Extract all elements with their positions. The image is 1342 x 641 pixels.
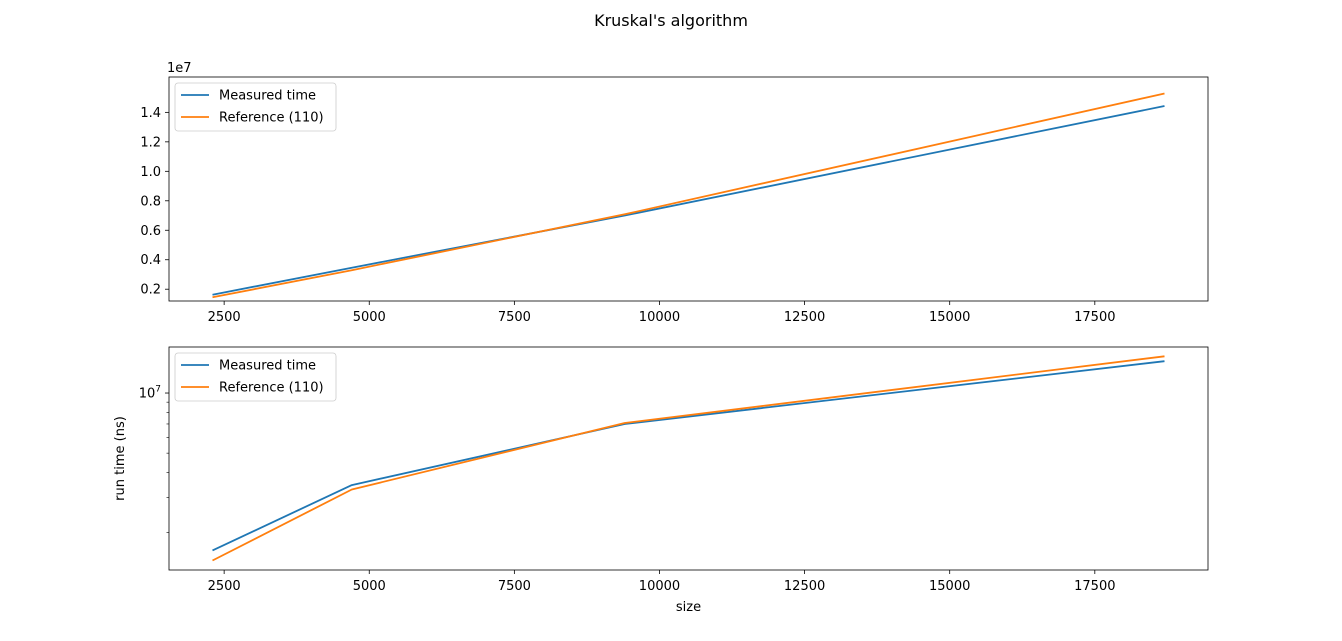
y-tick-label: 0.2 (140, 283, 161, 298)
x-tick-label: 15000 (929, 579, 970, 594)
legend: Measured time Reference (110) (174, 352, 337, 402)
x-tick-label: 12500 (784, 310, 825, 325)
x-tick-label: 7500 (498, 310, 531, 325)
plot-frame (168, 76, 1209, 302)
y-tick-label: 1.2 (140, 135, 161, 150)
y-tick-label: 107 (139, 385, 161, 402)
x-tick-label: 5000 (353, 579, 386, 594)
x-tick-label: 5000 (353, 310, 386, 325)
legend-label-1: Measured time (219, 89, 316, 104)
y-offset-text: 1e7 (167, 61, 192, 76)
x-tick-label: 2500 (208, 310, 241, 325)
legend-box (174, 82, 337, 132)
legend-label-2: Reference (110) (219, 381, 324, 396)
chart-1: 2500 5000 7500 10000 12500 15000 17500 0.2 0.4 0.… (140, 61, 1209, 325)
series-line-2 (212, 355, 1165, 562)
y-tick-label: 1.4 (140, 106, 161, 121)
series-line-2 (212, 92, 1165, 299)
plot-frame (168, 346, 1209, 571)
series-line-1 (212, 360, 1165, 552)
x-axis-label: size (676, 600, 701, 615)
y-tick-label-exponent: 7 (155, 385, 161, 395)
y-tick-label: 0.6 (140, 224, 161, 239)
x-tick-label: 7500 (498, 579, 531, 594)
legend-box (174, 352, 337, 402)
chart-2: 2500 5000 7500 10000 12500 15000 17500 107 Measu… (113, 346, 1209, 615)
x-tick-label: 17500 (1074, 310, 1115, 325)
x-tick-label: 10000 (639, 579, 680, 594)
figure-title: Kruskal's algorithm (594, 11, 748, 30)
y-tick-label-base: 10 (139, 387, 156, 402)
x-tick-label: 17500 (1074, 579, 1115, 594)
x-tick-label: 10000 (639, 310, 680, 325)
y-axis-label: run time (ns) (113, 416, 128, 501)
y-tick-label: 0.4 (140, 253, 161, 268)
y-tick-label: 0.8 (140, 194, 161, 209)
legend-label-1: Measured time (219, 359, 316, 374)
x-tick-label: 15000 (929, 310, 970, 325)
x-tick-label: 12500 (784, 579, 825, 594)
legend-label-2: Reference (110) (219, 111, 324, 126)
x-tick-label: 2500 (208, 579, 241, 594)
y-tick-label: 1.0 (140, 165, 161, 180)
legend: Measured time Reference (110) (174, 82, 337, 132)
